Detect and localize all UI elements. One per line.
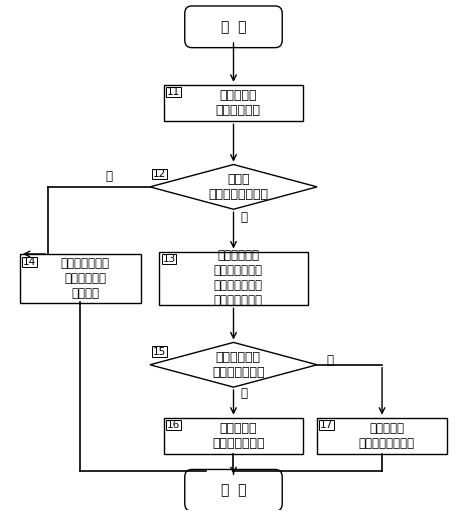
FancyBboxPatch shape [317,417,447,454]
Text: 12: 12 [153,169,166,179]
Text: 中间轴制动器
参数符合标准？: 中间轴制动器 参数符合标准？ [212,351,264,379]
Text: 17: 17 [320,420,333,430]
Text: 是: 是 [241,211,248,224]
Text: 结  束: 结 束 [221,483,246,497]
Polygon shape [150,165,317,209]
FancyBboxPatch shape [166,87,181,98]
FancyBboxPatch shape [152,346,167,357]
Text: 15: 15 [153,346,166,357]
Text: 输出中间轴
制动器学习结果: 输出中间轴 制动器学习结果 [212,422,264,450]
Polygon shape [150,342,317,387]
Text: 中间轴
自由降速计算成功: 中间轴 自由降速计算成功 [208,173,268,201]
FancyBboxPatch shape [185,470,282,511]
FancyBboxPatch shape [185,6,282,48]
FancyBboxPatch shape [164,85,303,121]
FancyBboxPatch shape [152,169,167,179]
FancyBboxPatch shape [159,252,308,305]
Text: 中间轴降速异常
初始参数学习
过程中止: 中间轴降速异常 初始参数学习 过程中止 [60,257,109,300]
Text: 是: 是 [241,387,248,400]
FancyBboxPatch shape [20,254,141,303]
Text: 计算中间轴
自由降速斜率: 计算中间轴 自由降速斜率 [216,89,261,117]
Text: 开  始: 开 始 [221,20,246,34]
Text: 14: 14 [23,257,36,267]
FancyBboxPatch shape [164,417,303,454]
Text: 11: 11 [167,87,180,98]
FancyBboxPatch shape [162,254,177,264]
Text: 否: 否 [326,354,333,367]
FancyBboxPatch shape [166,420,181,430]
Text: 检查中间轴
制动器机械零部件: 检查中间轴 制动器机械零部件 [359,422,415,450]
Text: 否: 否 [106,170,113,183]
Text: 13: 13 [163,254,176,264]
Text: 计算粘性参数
制动器响应时间
制动器制动能力
制动器滞后速差: 计算粘性参数 制动器响应时间 制动器制动能力 制动器滞后速差 [213,249,262,308]
FancyBboxPatch shape [319,420,334,430]
Text: 16: 16 [167,420,180,430]
FancyBboxPatch shape [22,257,37,267]
